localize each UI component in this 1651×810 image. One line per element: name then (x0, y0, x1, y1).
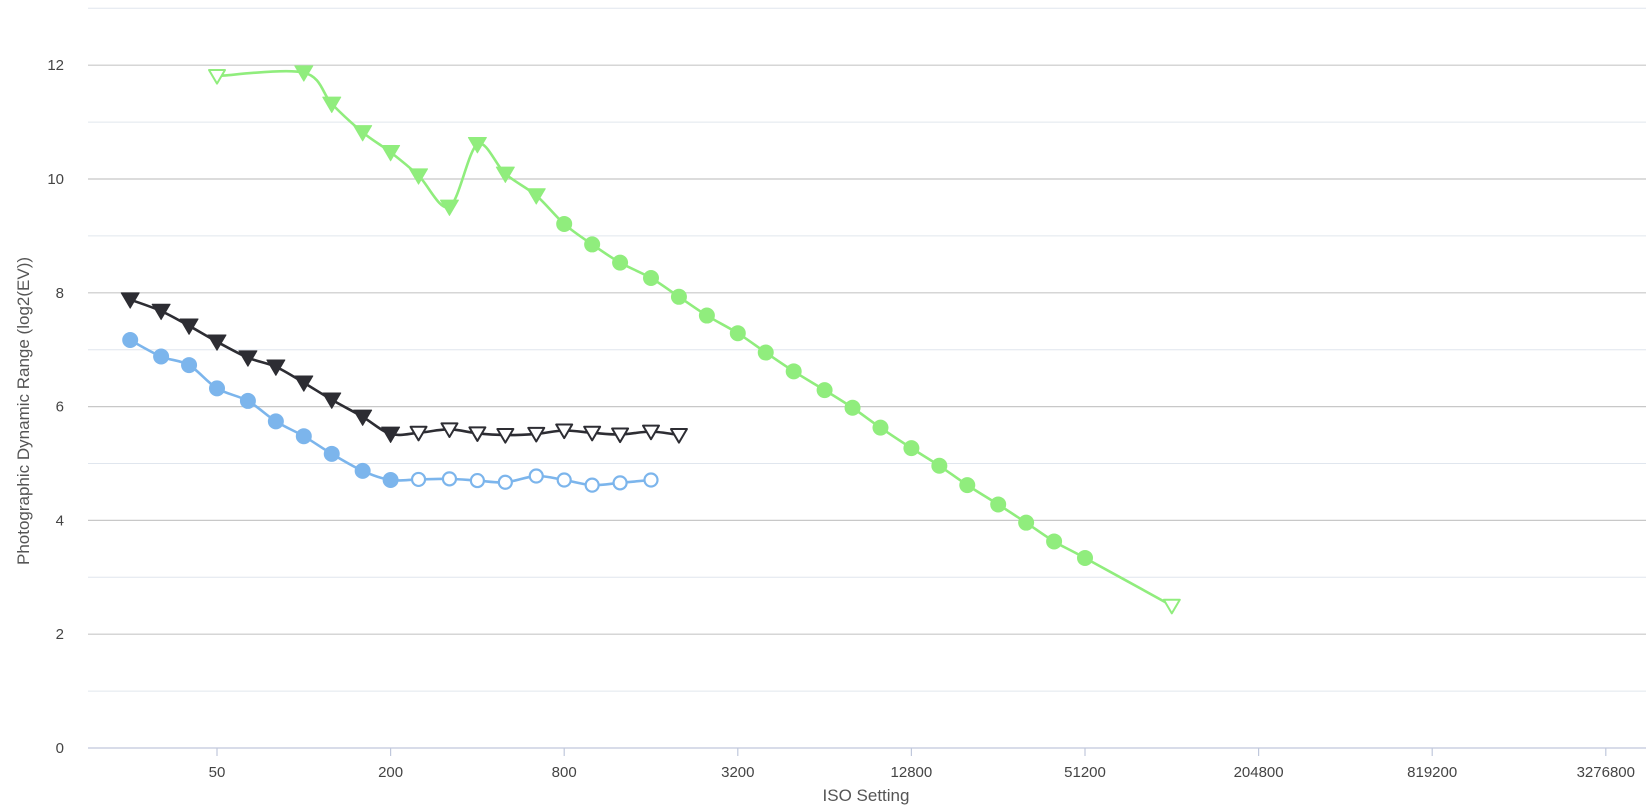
data-point-circle[interactable] (528, 468, 544, 484)
data-point-triangle[interactable] (611, 427, 630, 444)
y-tick-label: 0 (56, 740, 64, 757)
plot-area (120, 65, 1181, 615)
series-2 (122, 332, 659, 493)
data-point-circle[interactable] (556, 472, 572, 488)
data-point-circle[interactable] (153, 348, 170, 365)
data-point-circle[interactable] (643, 472, 659, 488)
data-point-triangle[interactable] (322, 392, 342, 409)
data-point-circle[interactable] (181, 357, 198, 374)
data-point-triangle[interactable] (294, 375, 314, 392)
data-point-circle[interactable] (497, 474, 513, 490)
data-point-circle[interactable] (584, 236, 601, 253)
data-point-circle[interactable] (612, 254, 629, 271)
x-tick-label: 819200 (1407, 764, 1457, 781)
data-point-circle[interactable] (122, 332, 139, 349)
data-point-triangle[interactable] (322, 96, 342, 113)
data-point-triangle[interactable] (409, 425, 428, 442)
data-point-circle[interactable] (643, 270, 659, 287)
y-tick-label: 4 (56, 512, 64, 529)
data-point-triangle[interactable] (266, 359, 286, 376)
y-tick-label: 12 (47, 57, 64, 74)
data-point-triangle[interactable] (207, 334, 227, 351)
data-point-circle[interactable] (785, 363, 802, 380)
data-point-circle[interactable] (698, 307, 715, 324)
data-point-triangle[interactable] (669, 428, 688, 444)
y-tick-label: 2 (56, 626, 64, 643)
data-point-circle[interactable] (323, 445, 340, 462)
data-point-circle[interactable] (441, 471, 458, 487)
data-point-triangle[interactable] (496, 428, 515, 444)
data-point-circle[interactable] (670, 288, 687, 305)
data-point-triangle[interactable] (409, 168, 429, 185)
y-axis: 0 2 4 6 8 10 12 (47, 57, 64, 757)
series-line (128, 298, 681, 437)
data-point-triangle[interactable] (642, 424, 660, 441)
data-point-circle[interactable] (931, 457, 948, 474)
data-point-circle[interactable] (584, 477, 600, 493)
data-point-triangle[interactable] (526, 188, 546, 205)
y-tick-label: 8 (56, 285, 64, 302)
data-point-triangle[interactable] (527, 426, 546, 443)
data-point-circle[interactable] (267, 413, 284, 430)
data-point-circle[interactable] (872, 419, 889, 436)
x-tick-label: 204800 (1234, 764, 1284, 781)
data-point-triangle[interactable] (555, 423, 574, 440)
data-point-circle[interactable] (469, 472, 485, 489)
data-point-circle[interactable] (959, 477, 976, 494)
data-point-circle[interactable] (990, 496, 1007, 513)
data-point-triangle[interactable] (120, 292, 140, 309)
data-point-circle[interactable] (757, 344, 774, 361)
data-point-circle[interactable] (354, 462, 371, 479)
data-point-triangle[interactable] (381, 145, 401, 162)
data-point-triangle[interactable] (381, 426, 401, 443)
x-axis-title: ISO Setting (823, 786, 910, 805)
grid-lines (88, 7, 1646, 749)
data-point-triangle[interactable] (238, 350, 258, 367)
x-tick-label: 3200 (721, 764, 754, 781)
data-point-circle[interactable] (729, 325, 746, 342)
data-point-triangle[interactable] (467, 137, 487, 154)
data-point-circle[interactable] (844, 399, 861, 416)
x-tick-label: 50 (209, 764, 226, 781)
data-point-triangle[interactable] (583, 425, 602, 442)
series-1 (120, 292, 688, 444)
x-tick-label: 51200 (1064, 764, 1106, 781)
data-point-triangle[interactable] (353, 125, 373, 142)
data-point-triangle[interactable] (1162, 598, 1181, 615)
data-point-triangle[interactable] (353, 409, 373, 426)
data-point-circle[interactable] (410, 471, 427, 488)
data-point-triangle[interactable] (179, 318, 199, 335)
x-axis: 50 200 800 3200 12800 51200 204800 819200 327680… (209, 748, 1635, 781)
data-point-triangle[interactable] (439, 199, 459, 216)
y-tick-label: 6 (56, 399, 64, 416)
data-point-triangle[interactable] (440, 422, 459, 438)
data-point-triangle[interactable] (208, 69, 226, 85)
x-tick-label: 3276800 (1577, 764, 1635, 781)
x-tick-label: 12800 (891, 764, 933, 781)
x-tick-label: 800 (552, 764, 577, 781)
x-tick-label: 200 (378, 764, 403, 781)
data-point-circle[interactable] (612, 475, 628, 491)
data-point-circle[interactable] (295, 428, 312, 445)
data-point-triangle[interactable] (468, 426, 487, 442)
data-point-circle[interactable] (1077, 549, 1093, 566)
data-point-circle[interactable] (816, 382, 833, 399)
data-point-triangle[interactable] (151, 303, 171, 321)
data-point-triangle[interactable] (294, 65, 314, 82)
data-point-circle[interactable] (903, 440, 920, 457)
data-point-circle[interactable] (209, 380, 225, 397)
data-point-circle[interactable] (556, 215, 573, 232)
series-3 (208, 65, 1181, 615)
y-axis-title: Photographic Dynamic Range (log2(EV)) (14, 257, 33, 565)
y-tick-label: 10 (47, 171, 64, 188)
data-point-circle[interactable] (239, 392, 256, 409)
data-point-circle[interactable] (382, 472, 399, 489)
data-point-circle[interactable] (1046, 533, 1063, 550)
data-point-triangle[interactable] (495, 166, 515, 183)
data-point-circle[interactable] (1018, 514, 1035, 531)
